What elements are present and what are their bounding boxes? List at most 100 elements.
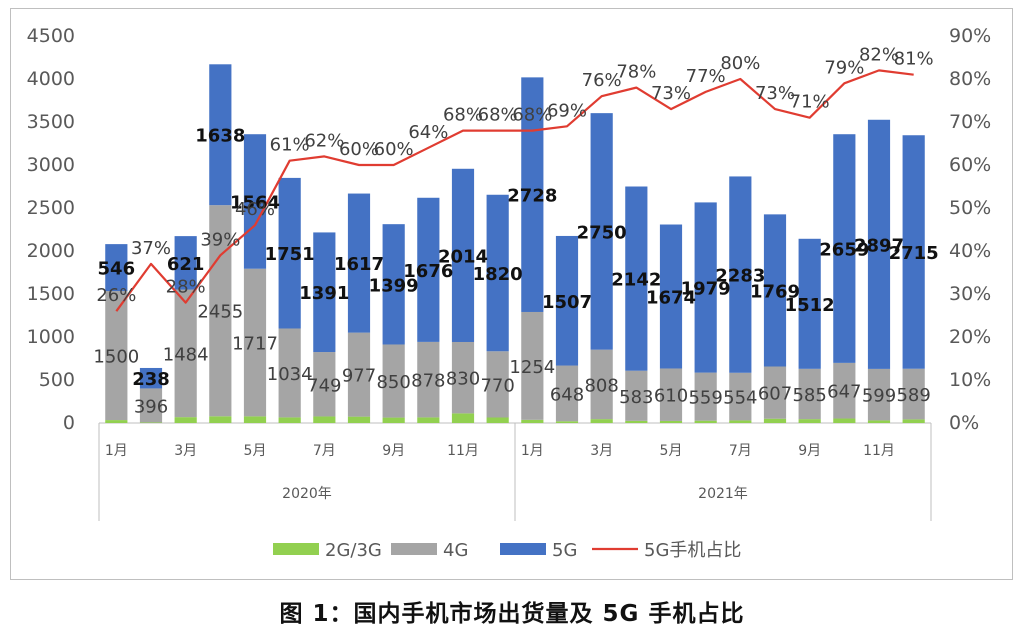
data-label-share: 60% (339, 139, 379, 160)
bar-4g (278, 328, 301, 418)
data-label-5g: 1507 (542, 292, 592, 313)
data-label-5g: 2659 (819, 240, 869, 261)
bar-4g (486, 351, 509, 418)
data-label-5g: 2142 (611, 270, 661, 291)
bar-5g (417, 197, 440, 342)
data-label-share: 76% (582, 70, 622, 91)
bar-5g (486, 194, 509, 352)
bar-4g (451, 341, 475, 414)
bar-2g-3g (105, 420, 128, 423)
bar-2g-3g (174, 417, 197, 423)
bar-2g-3g (833, 418, 856, 423)
bar-4g (659, 368, 683, 421)
bar-4g (833, 362, 856, 419)
bar-4g (209, 205, 232, 417)
y-left-tick-label: 0 (63, 412, 75, 434)
data-label-4g: 1254 (509, 357, 555, 378)
bar-4g (902, 368, 925, 420)
y-left-tick-label: 1500 (27, 283, 75, 305)
data-label-share: 62% (304, 130, 344, 151)
bar-5g (729, 176, 752, 373)
data-label-4g: 1484 (163, 344, 209, 365)
data-label-5g: 1676 (403, 261, 453, 282)
bar-5g (694, 202, 717, 373)
bar-2g-3g (313, 416, 336, 423)
data-label-5g: 238 (132, 369, 170, 390)
data-label-5g: 2750 (577, 222, 627, 243)
bar-5g (763, 214, 787, 367)
data-label-share: 39% (200, 229, 240, 250)
data-label-share: 68% (443, 105, 483, 126)
bar-4g (243, 268, 267, 417)
data-label-5g: 1979 (681, 279, 731, 300)
x-tick-label: 9月 (382, 443, 405, 459)
data-label-share: 26% (96, 285, 136, 306)
data-label-5g: 1638 (195, 126, 245, 147)
bar-4g (521, 311, 544, 420)
data-label-5g: 1391 (299, 283, 349, 304)
data-label-share: 73% (755, 83, 795, 104)
bar-5g (347, 193, 371, 333)
x-tick-label: 3月 (590, 443, 613, 459)
bar-5g (798, 238, 821, 369)
bar-4g (694, 372, 717, 421)
data-label-4g: 808 (584, 375, 618, 396)
data-label-5g: 1399 (369, 275, 419, 296)
bars-layer (105, 64, 925, 423)
y-right-tick-label: 50% (949, 197, 991, 219)
bar-5g (902, 135, 925, 369)
bar-5g (382, 224, 405, 345)
bar-4g (867, 368, 891, 421)
bar-5g (590, 113, 613, 350)
bar-5g (867, 119, 891, 369)
bar-5g (625, 186, 648, 371)
legend-swatch (391, 543, 437, 555)
data-label-4g: 647 (827, 382, 861, 403)
bar-4g (105, 291, 128, 421)
data-label-5g: 546 (98, 259, 136, 280)
data-label-4g: 1500 (93, 347, 139, 368)
x-tick-label: 5月 (244, 443, 267, 459)
bar-4g (382, 344, 405, 418)
bar-5g (833, 134, 856, 363)
y-right-tick-label: 10% (949, 369, 991, 391)
bar-2g-3g (729, 420, 752, 423)
bar-4g (763, 366, 787, 419)
y-left-tick-label: 4000 (27, 68, 75, 90)
bar-5g (105, 244, 128, 292)
bar-5g (659, 224, 683, 369)
x-tick-label: 9月 (798, 443, 821, 459)
bar-4g (313, 352, 336, 417)
data-label-share: 81% (894, 49, 934, 70)
data-label-4g: 554 (723, 388, 757, 409)
data-label-4g: 770 (480, 375, 514, 396)
data-label-5g: 1769 (750, 281, 800, 302)
bar-5g (555, 235, 579, 366)
bar-4g (798, 368, 821, 420)
legend-swatch (500, 543, 546, 555)
y-right-tick-label: 40% (949, 240, 991, 262)
labels-layer: 1500 546 396 238 1484 621 2455 1638 1717 1564 1034… (93, 44, 938, 417)
bar-5g (174, 236, 197, 290)
data-label-share: 80% (720, 53, 760, 74)
x-tick-label: 1月 (105, 443, 128, 459)
bar-2g-3g (486, 417, 509, 423)
data-label-5g: 2283 (715, 266, 765, 287)
y-right-tick-label: 20% (949, 326, 991, 348)
data-label-5g: 1820 (473, 264, 523, 285)
y-left-tick-label: 3500 (27, 111, 75, 133)
data-label-5g: 1512 (785, 295, 835, 316)
data-label-share: 78% (616, 62, 656, 83)
bar-4g (625, 370, 648, 421)
x-group-label: 2021年 (698, 486, 748, 502)
x-tick-label: 7月 (313, 443, 336, 459)
bar-2g-3g (278, 417, 301, 423)
bar-2g-3g (139, 422, 163, 423)
data-label-share: 77% (686, 66, 726, 87)
data-label-share: 73% (651, 83, 691, 104)
data-label-4g: 850 (376, 372, 410, 393)
line-layer (115, 69, 914, 312)
chart-frame: 0 500 1000 1500 2000 2500 3000 3500 4000 4500 0% 10… (10, 8, 1013, 580)
bar-4g (174, 289, 197, 418)
data-label-5g: 1617 (334, 254, 384, 275)
